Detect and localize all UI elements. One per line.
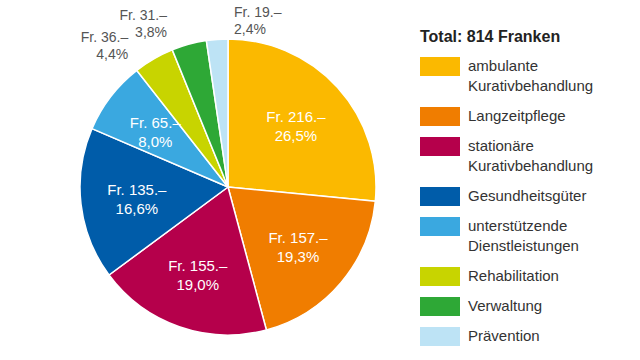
svg-text:Fr. 65.–8,0%: Fr. 65.–8,0% bbox=[130, 114, 182, 150]
html-text:unterstützende Dienstleistunge: unterstützende Dienstleistungen bbox=[468, 217, 579, 254]
html-text:Total: 814 Franken: Total: 814 Franken bbox=[420, 28, 561, 45]
html-text:Verwaltung: Verwaltung bbox=[468, 297, 543, 314]
html-text:ambulante Kurativbehandlung: ambulante Kurativbehandlung bbox=[468, 57, 594, 94]
svg-text:Fr. 155.–19,0%: Fr. 155.–19,0% bbox=[168, 257, 228, 293]
svg-text:Fr. 36.–4,4%: Fr. 36.–4,4% bbox=[81, 29, 129, 62]
html-text:Rehabilitation: Rehabilitation bbox=[468, 267, 559, 284]
html-text:Prävention: Prävention bbox=[468, 327, 540, 344]
svg-text:Fr. 157.–19,3%: Fr. 157.–19,3% bbox=[268, 229, 328, 265]
html-text:stationäre Kurativbehandlung: stationäre Kurativbehandlung bbox=[468, 137, 594, 174]
svg-text:Fr. 135.–16,6%: Fr. 135.–16,6% bbox=[107, 181, 167, 217]
svg-text:Fr. 31.–3,8%: Fr. 31.–3,8% bbox=[120, 7, 168, 40]
svg-text:Fr. 19.–2,4%: Fr. 19.–2,4% bbox=[234, 4, 282, 37]
svg-text:Fr. 216.–26,5%: Fr. 216.–26,5% bbox=[266, 108, 326, 144]
html-text:Gesundheitsgüter: Gesundheitsgüter bbox=[468, 187, 587, 204]
html-text:Langzeitpflege: Langzeitpflege bbox=[468, 107, 566, 124]
